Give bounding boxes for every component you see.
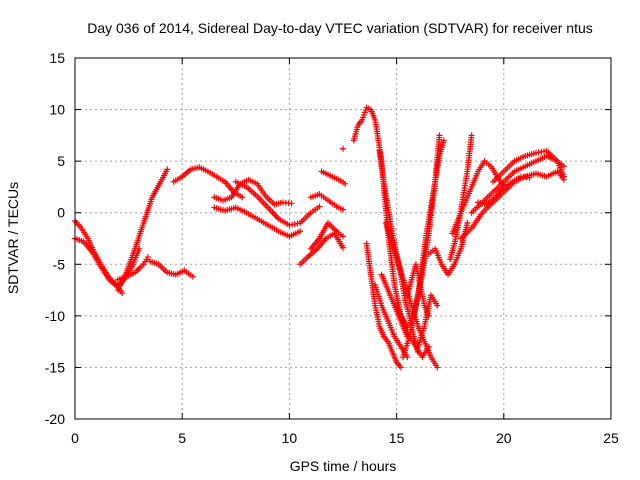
data-point: [119, 290, 126, 297]
x-tick-label: 10: [282, 430, 298, 446]
x-axis-label: GPS time / hours: [290, 458, 397, 474]
y-tick-label: 10: [49, 102, 65, 118]
axis-ticks: 0 5 10 15 20 25 -20 -15 -10 -5 0 5 10 15: [45, 50, 619, 446]
data-point: [464, 220, 471, 227]
y-tick-label: 5: [57, 153, 65, 169]
data-point: [526, 174, 533, 181]
grid: [75, 58, 611, 419]
data-point: [239, 194, 246, 201]
x-tick-label: 25: [603, 430, 619, 446]
data-point: [440, 137, 447, 144]
chart-title: Day 036 of 2014, Sidereal Day-to-day VTE…: [87, 20, 593, 36]
y-tick-label: -15: [45, 359, 65, 375]
x-tick-label: 5: [178, 430, 186, 446]
y-tick-label: -20: [45, 411, 65, 427]
data-point: [434, 302, 441, 309]
y-tick-label: -5: [53, 256, 66, 272]
data-point: [342, 180, 349, 187]
data-point: [560, 173, 567, 180]
data-point: [434, 364, 441, 371]
data-point: [297, 228, 304, 235]
x-tick-label: 20: [496, 430, 512, 446]
data-point: [340, 244, 346, 251]
data-point: [340, 233, 346, 240]
data-point: [144, 254, 151, 261]
data-point: [316, 203, 323, 210]
data-point: [397, 364, 404, 371]
y-tick-label: 15: [49, 50, 65, 66]
y-tick-label: 0: [57, 205, 65, 221]
x-tick-label: 0: [71, 430, 79, 446]
data-points: [72, 104, 567, 371]
data-point: [560, 163, 567, 170]
data-point: [436, 132, 443, 139]
y-tick-label: -10: [45, 308, 65, 324]
data-point: [164, 166, 171, 173]
data-point: [425, 343, 432, 350]
data-point: [288, 200, 295, 207]
y-axis-label: SDTVAR / TECUs: [5, 182, 21, 294]
data-point: [468, 132, 475, 139]
plot-frame: [74, 57, 612, 420]
data-point: [340, 145, 346, 152]
data-point: [340, 206, 346, 213]
x-tick-label: 15: [389, 430, 405, 446]
data-point: [189, 273, 196, 280]
